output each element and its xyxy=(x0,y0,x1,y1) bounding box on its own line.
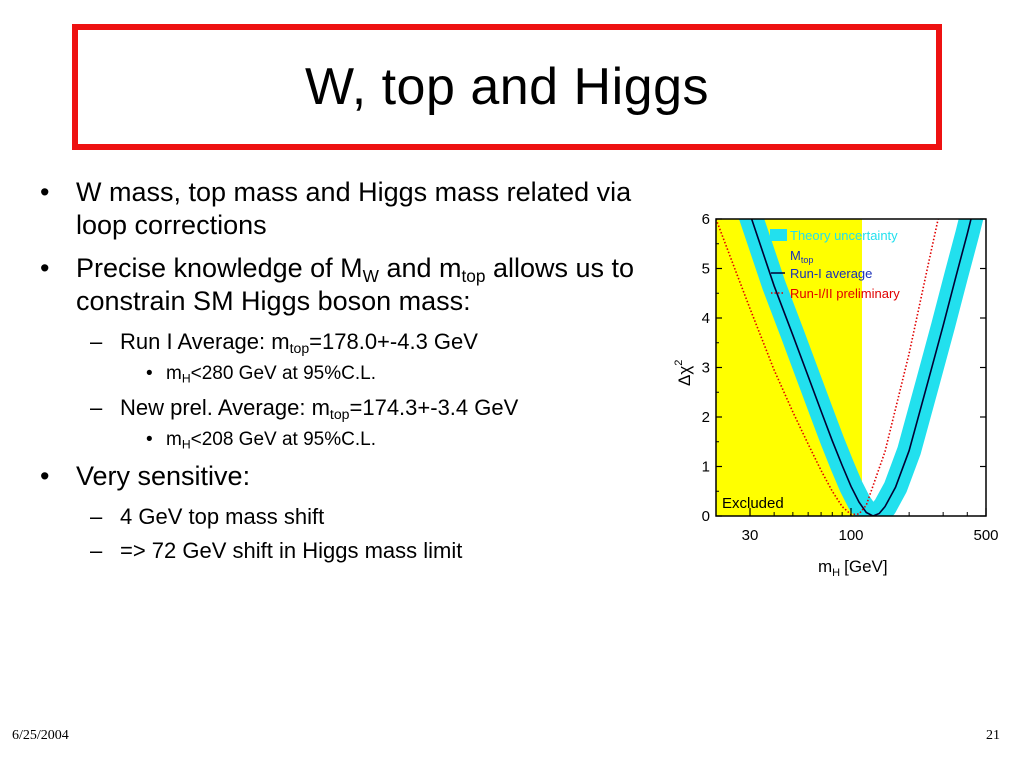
axis-ticks: 0 1 2 3 4 5 6 30 100 500 xyxy=(702,211,999,544)
subbullet-new-average: New prel. Average: mtop=174.3+-3.4 GeV xyxy=(30,394,660,422)
x-tick-label: 500 xyxy=(973,527,998,544)
legend-run1-label: Run-I average xyxy=(790,266,872,281)
legend-theory-swatch xyxy=(770,229,787,241)
bullet-loop-corrections: W mass, top mass and Higgs mass related … xyxy=(30,176,660,242)
y-tick-label: 5 xyxy=(702,261,710,278)
subbullet-run1-average: Run I Average: mtop=178.0+-4.3 GeV xyxy=(30,328,660,356)
chart-legend: Theory uncertainty Mtop Run-I average Ru… xyxy=(770,228,900,301)
higgs-chi2-chart: 0 1 2 3 4 5 6 30 100 500 Excluded Theory uncertai… xyxy=(673,211,999,579)
y-tick-label: 4 xyxy=(702,310,710,327)
y-tick-label: 6 xyxy=(702,211,710,228)
slide-date: 6/25/2004 xyxy=(12,728,69,743)
legend-mtop-label: Mtop xyxy=(790,248,813,265)
bullet-very-sensitive: Very sensitive: xyxy=(30,460,660,493)
legend-theory-label: Theory uncertainty xyxy=(790,228,898,243)
curve-layer xyxy=(716,219,984,516)
x-tick-label: 100 xyxy=(838,527,863,544)
slide-page-number: 21 xyxy=(986,728,1000,743)
bullet-precise-knowledge: Precise knowledge of MW and mtop allows … xyxy=(30,252,660,318)
series-line-0 xyxy=(750,219,972,516)
y-tick-label: 3 xyxy=(702,360,710,377)
legend-prelim-label: Run-I/II preliminary xyxy=(790,286,900,301)
bullet-list: W mass, top mass and Higgs mass related … xyxy=(30,176,660,571)
excluded-region-label: Excluded xyxy=(722,495,784,512)
x-tick-label: 30 xyxy=(742,527,759,544)
y-tick-label: 0 xyxy=(702,508,710,525)
title-box: W, top and Higgs xyxy=(72,24,942,150)
subbullet-mass-shift: 4 GeV top mass shift xyxy=(30,503,660,531)
slide-title: W, top and Higgs xyxy=(305,58,709,116)
y-tick-label: 1 xyxy=(702,459,710,476)
y-axis-label: Δχ2 xyxy=(673,360,694,386)
x-axis-label: mH [GeV] xyxy=(818,557,888,579)
subbullet-higgs-shift: => 72 GeV shift in Higgs mass limit xyxy=(30,537,660,565)
subsubbullet-new-limit: mH<208 GeV at 95%C.L. xyxy=(30,428,660,452)
y-tick-label: 2 xyxy=(702,409,710,426)
subsubbullet-run1-limit: mH<280 GeV at 95%C.L. xyxy=(30,362,660,386)
series-line-1 xyxy=(716,219,939,516)
